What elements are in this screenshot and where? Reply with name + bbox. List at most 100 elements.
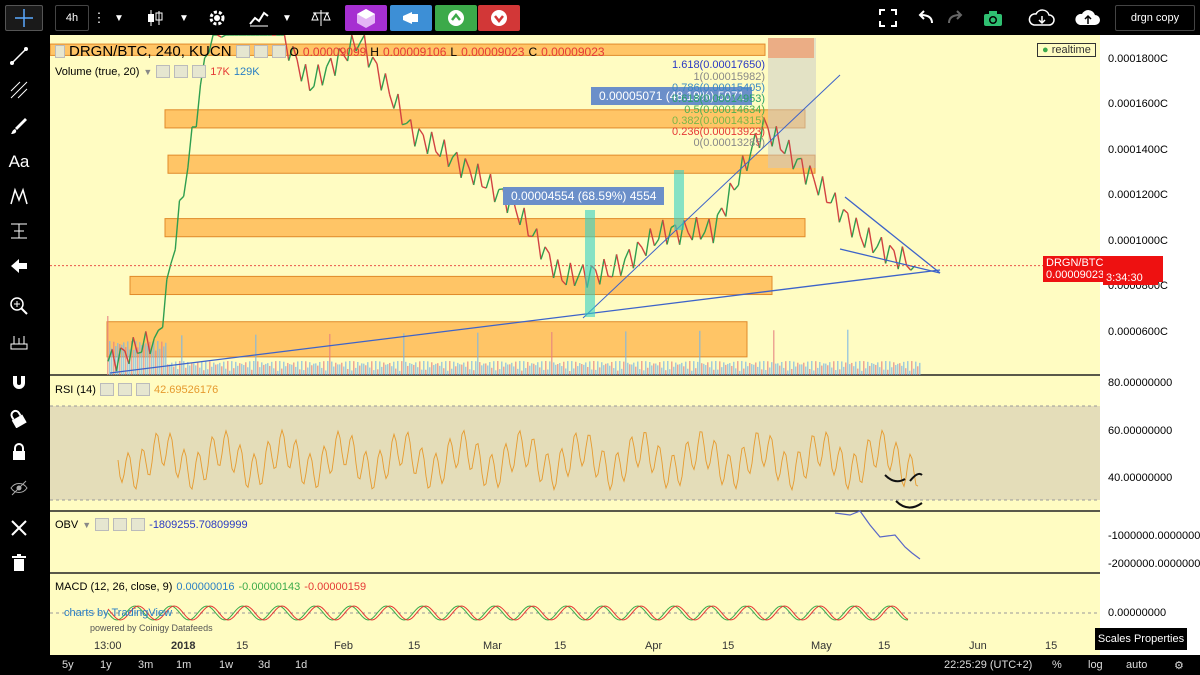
volume-bar-189: [485, 363, 487, 375]
range-button-1w[interactable]: 1w: [219, 659, 234, 671]
price-segment-86: [464, 158, 471, 170]
volume-bar-368: [843, 366, 845, 375]
volume-bar-240: [587, 367, 589, 375]
range-button-5y[interactable]: 5y: [62, 659, 74, 671]
volume-bar-9: [125, 347, 127, 375]
volume-bar-362: [831, 367, 833, 375]
price-segment-111: [569, 262, 576, 287]
hide-drawings-eye-icon[interactable]: [5, 475, 33, 501]
volume-bar-39: [185, 367, 187, 375]
volume-bar-347: [801, 364, 803, 375]
zoom-in-icon[interactable]: [5, 293, 33, 319]
sell-chevron-down-icon[interactable]: [478, 5, 520, 31]
volume-bar-161: [429, 367, 431, 375]
rsi-close-icon[interactable]: [135, 383, 150, 396]
volume-bar-12: [131, 341, 133, 375]
settings-gear-icon[interactable]: ⚙: [1174, 659, 1184, 672]
volume-bar-266: [639, 369, 641, 375]
prediction-icon[interactable]: [5, 218, 33, 244]
compare-scale-icon[interactable]: [305, 5, 337, 31]
interval-button[interactable]: 4h: [55, 5, 89, 31]
volume-settings-icon[interactable]: [174, 65, 189, 78]
volume-chevron-down-icon[interactable]: ▼: [143, 66, 153, 77]
interval-dropdown-chevron-down-icon[interactable]: ▼: [114, 12, 124, 24]
rsi-settings-icon[interactable]: [117, 383, 132, 396]
volume-bar-203: [513, 366, 515, 375]
candles-icon[interactable]: [142, 5, 168, 31]
clock[interactable]: 22:25:29 (UTC+2): [944, 659, 1033, 671]
price-segment-73: [409, 119, 416, 147]
range-button-3m[interactable]: 3m: [138, 659, 154, 671]
coinigy-cube-icon[interactable]: [345, 5, 387, 31]
magnet-icon[interactable]: [5, 369, 33, 395]
rsi-eye-icon[interactable]: [99, 383, 114, 396]
tools-icon[interactable]: [5, 515, 33, 541]
fullscreen-icon[interactable]: [875, 5, 901, 31]
lock-icon[interactable]: [5, 439, 33, 465]
indicators-chevron-down-icon[interactable]: ▼: [282, 12, 292, 24]
fib-label-6: 0.236(0.00013923): [672, 126, 765, 138]
camera-icon[interactable]: [978, 5, 1008, 31]
range-button-1d[interactable]: 1d: [295, 659, 308, 671]
obv-eye-icon[interactable]: [95, 518, 110, 531]
realtime-badge[interactable]: ● realtime: [1037, 43, 1096, 57]
close-icon[interactable]: [271, 45, 286, 58]
obv-close-icon[interactable]: [131, 518, 146, 531]
volume-bar-172: [451, 368, 453, 375]
cloud-download-icon[interactable]: [1022, 5, 1062, 31]
volume-bar-381: [869, 365, 871, 375]
gear-icon[interactable]: [201, 5, 233, 31]
undo-icon[interactable]: [913, 5, 939, 31]
more-vertical-icon[interactable]: ⋮: [92, 10, 106, 25]
pattern-icon[interactable]: [5, 183, 33, 209]
lock-drawings-icon[interactable]: [5, 405, 33, 431]
collapse-legend-icon[interactable]: [55, 45, 65, 58]
indicators-icon[interactable]: [243, 5, 275, 31]
obv-settings-icon[interactable]: [113, 518, 128, 531]
volume-eye-icon[interactable]: [156, 65, 171, 78]
layout-name-button[interactable]: drgn copy: [1115, 5, 1195, 31]
eye-icon[interactable]: [235, 45, 250, 58]
redo-icon[interactable]: [942, 5, 968, 31]
macd-value-2: -0.00000143: [238, 581, 301, 593]
text-tool-icon[interactable]: Aa: [8, 152, 30, 171]
macd-signal-line: [107, 605, 909, 621]
volume-bar-384: [875, 364, 877, 375]
volume-bar-319: [745, 361, 747, 375]
volume-bar-144: [395, 368, 397, 375]
top-toolbar: 4h ⋮ ▼ ▼ ▼: [0, 0, 1200, 35]
volume-bar-131: [369, 367, 371, 375]
volume-bar-391: [889, 361, 891, 375]
arrow-left-icon[interactable]: [5, 253, 33, 279]
obv-chevron-down-icon[interactable]: ▼: [82, 519, 92, 530]
price-segment-98: [515, 209, 521, 226]
volume-close-icon[interactable]: [192, 65, 207, 78]
volume-bar-366: [839, 369, 841, 375]
price-scale[interactable]: 0.0001800C 0.0001600C 0.0001400C 0.0001200C…: [1100, 35, 1200, 655]
volume-bar-163: [433, 365, 435, 375]
trend-line-icon[interactable]: [5, 43, 33, 69]
chart-type-chevron-down-icon[interactable]: ▼: [179, 12, 189, 24]
percent-toggle[interactable]: %: [1052, 659, 1062, 671]
volume-bar-91: [289, 364, 291, 375]
range-button-1m[interactable]: 1m: [176, 659, 192, 671]
price-segment-78: [430, 131, 437, 152]
range-button-3d[interactable]: 3d: [258, 659, 271, 671]
trash-icon[interactable]: [5, 550, 33, 576]
range-button-1y[interactable]: 1y: [100, 659, 112, 671]
cloud-upload-icon[interactable]: [1068, 5, 1108, 31]
settings-icon[interactable]: [253, 45, 268, 58]
measure-icon[interactable]: [5, 329, 33, 355]
megaphone-icon[interactable]: [390, 5, 432, 31]
volume-bar-390: [887, 369, 889, 375]
price-segment-130: [649, 228, 656, 246]
brush-icon[interactable]: [5, 113, 33, 139]
buy-chevron-up-icon[interactable]: [435, 5, 477, 31]
chart-area[interactable]: DRGN/BTC, 240, KUCN O 0.00009099 H 0.000…: [50, 35, 1100, 655]
auto-toggle[interactable]: auto: [1126, 659, 1148, 671]
crosshair-icon[interactable]: [5, 5, 43, 31]
log-toggle[interactable]: log: [1088, 659, 1103, 671]
pitchfork-icon[interactable]: [5, 77, 33, 103]
volume-bar-77: [261, 362, 263, 375]
